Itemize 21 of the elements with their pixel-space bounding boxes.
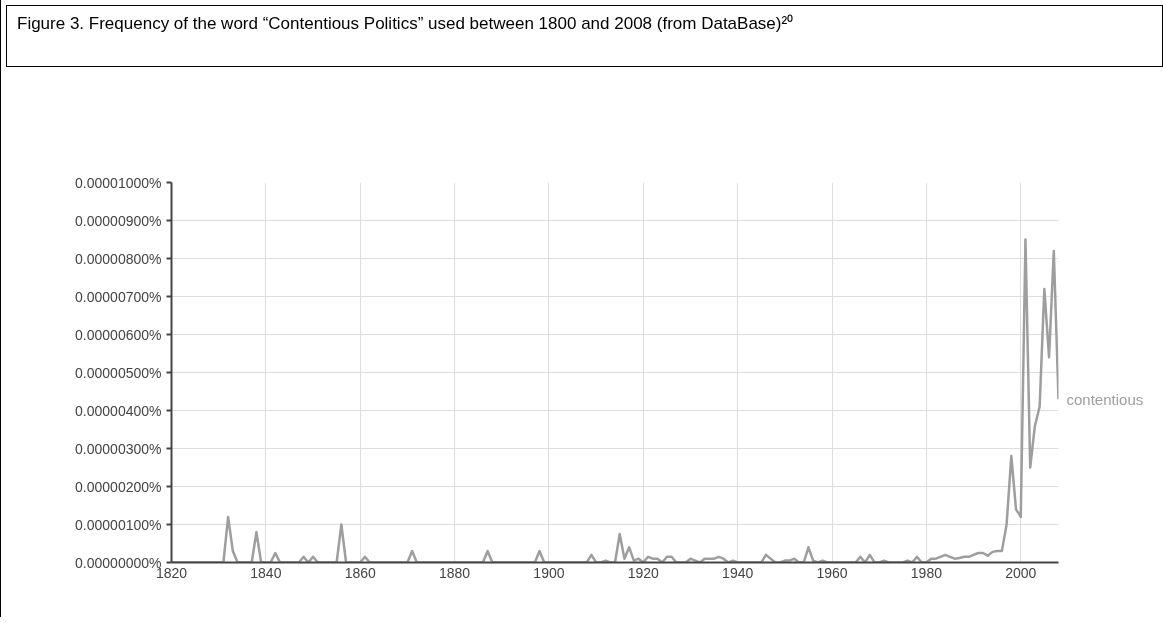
- x-tick-label: 1920: [627, 564, 660, 581]
- y-tick-label: 0.00000500%: [75, 364, 162, 381]
- series-label: contentious: [1066, 390, 1144, 408]
- y-tick-label: 0.00000700%: [75, 288, 162, 305]
- y-tick-label: 0.00000100%: [75, 516, 162, 533]
- y-tick-label: 0.00000400%: [75, 402, 162, 419]
- chart-title: Figure 3. Frequency of the word “Contentious Politics” used between 1800 and 2008 (from DataBase)²⁰: [17, 13, 794, 35]
- y-tick-label: 0.00000200%: [75, 478, 162, 495]
- x-tick-label: 1900: [533, 564, 565, 581]
- x-tick-label: 1860: [344, 564, 377, 581]
- y-tick-label: 0.00000600%: [75, 326, 162, 343]
- x-tick-label: 1980: [910, 564, 943, 581]
- y-tick-label: 0.00000300%: [75, 440, 162, 457]
- x-tick-label: 1880: [439, 564, 471, 581]
- y-tick-label: 0.00000800%: [75, 250, 162, 267]
- y-tick-label: 0.00000900%: [75, 212, 162, 229]
- x-tick-label: 2000: [1005, 564, 1037, 581]
- x-tick-label: 1960: [816, 564, 848, 581]
- x-tick-label: 1940: [722, 564, 754, 581]
- x-tick-label: 1840: [250, 564, 282, 581]
- y-tick-label: 0.00001000%: [75, 174, 162, 191]
